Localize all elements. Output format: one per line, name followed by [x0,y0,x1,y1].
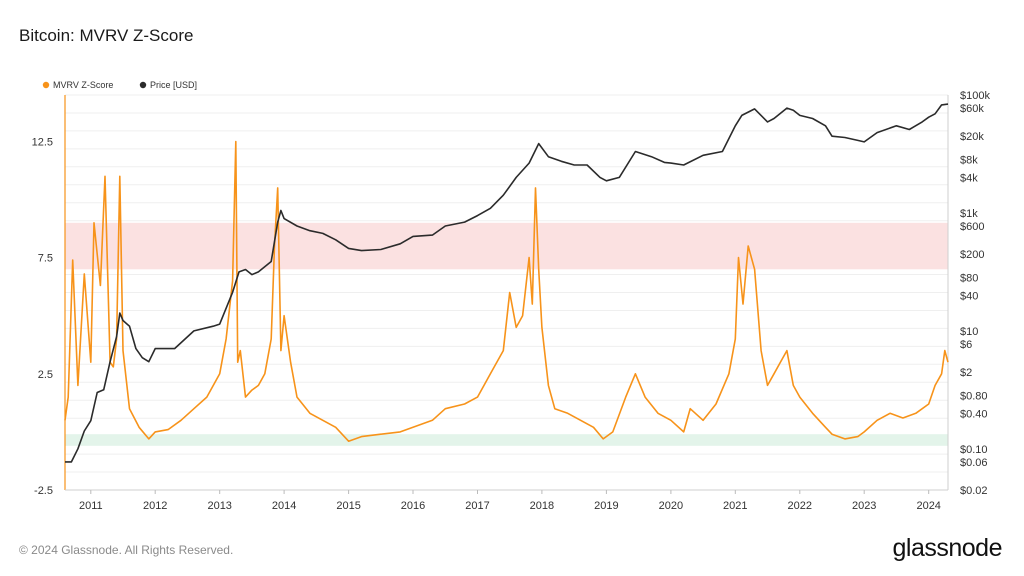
x-tick-label: 2017 [465,500,489,512]
legend-mvrv-zscore: MVRV Z-Score [53,80,113,90]
x-tick-label: 2012 [143,500,167,512]
x-tick-label: 2021 [723,500,747,512]
left-tick-label: 7.5 [38,253,53,265]
x-tick-label: 2013 [207,500,231,512]
right-tick-label: $10 [960,326,978,338]
right-tick-label: $100k [960,90,990,102]
overvalued-band [65,222,948,270]
right-tick-label: $0.80 [960,391,988,403]
right-tick-label: $0.10 [960,444,988,456]
x-tick-label: 2016 [401,500,425,512]
brand-logo: glassnode [892,534,1003,562]
right-tick-label: $4k [960,172,978,184]
right-tick-label: $2 [960,367,972,379]
x-tick-label: 2014 [272,500,296,512]
x-tick-label: 2024 [916,500,940,512]
x-tick-label: 2018 [530,500,554,512]
x-tick-label: 2023 [852,500,876,512]
right-tick-label: $600 [960,221,984,233]
chart-title: Bitcoin: MVRV Z-Score [19,26,194,45]
mvrv-zscore-line [64,140,949,442]
right-tick-label: $6 [960,339,972,351]
left-tick-label: -2.5 [34,485,53,497]
legend-swatch [139,81,147,89]
grid-lines [65,94,948,491]
right-tick-label: $0.02 [960,485,988,497]
right-tick-label: $80 [960,273,978,285]
right-tick-label: $20k [960,131,984,143]
right-tick-label: $8k [960,155,978,167]
x-tick-label: 2020 [659,500,683,512]
undervalued-band [65,434,948,446]
right-tick-label: $0.40 [960,408,988,420]
copyright-footer: © 2024 Glassnode. All Rights Reserved. [19,543,234,557]
x-tick-label: 2019 [594,500,618,512]
x-tick-label: 2011 [79,500,103,512]
right-tick-label: $0.06 [960,457,988,469]
right-tick-label: $40 [960,290,978,302]
price-line [65,103,949,463]
x-tick-label: 2015 [336,500,360,512]
right-tick-label: $1k [960,208,978,220]
right-tick-label: $200 [960,249,984,261]
legend-price: Price [USD] [150,80,197,90]
x-tick-label: 2022 [788,500,812,512]
left-tick-label: 2.5 [38,369,53,381]
left-tick-label: 12.5 [32,137,53,149]
legend-swatch [42,81,50,89]
right-tick-label: $60k [960,103,984,115]
